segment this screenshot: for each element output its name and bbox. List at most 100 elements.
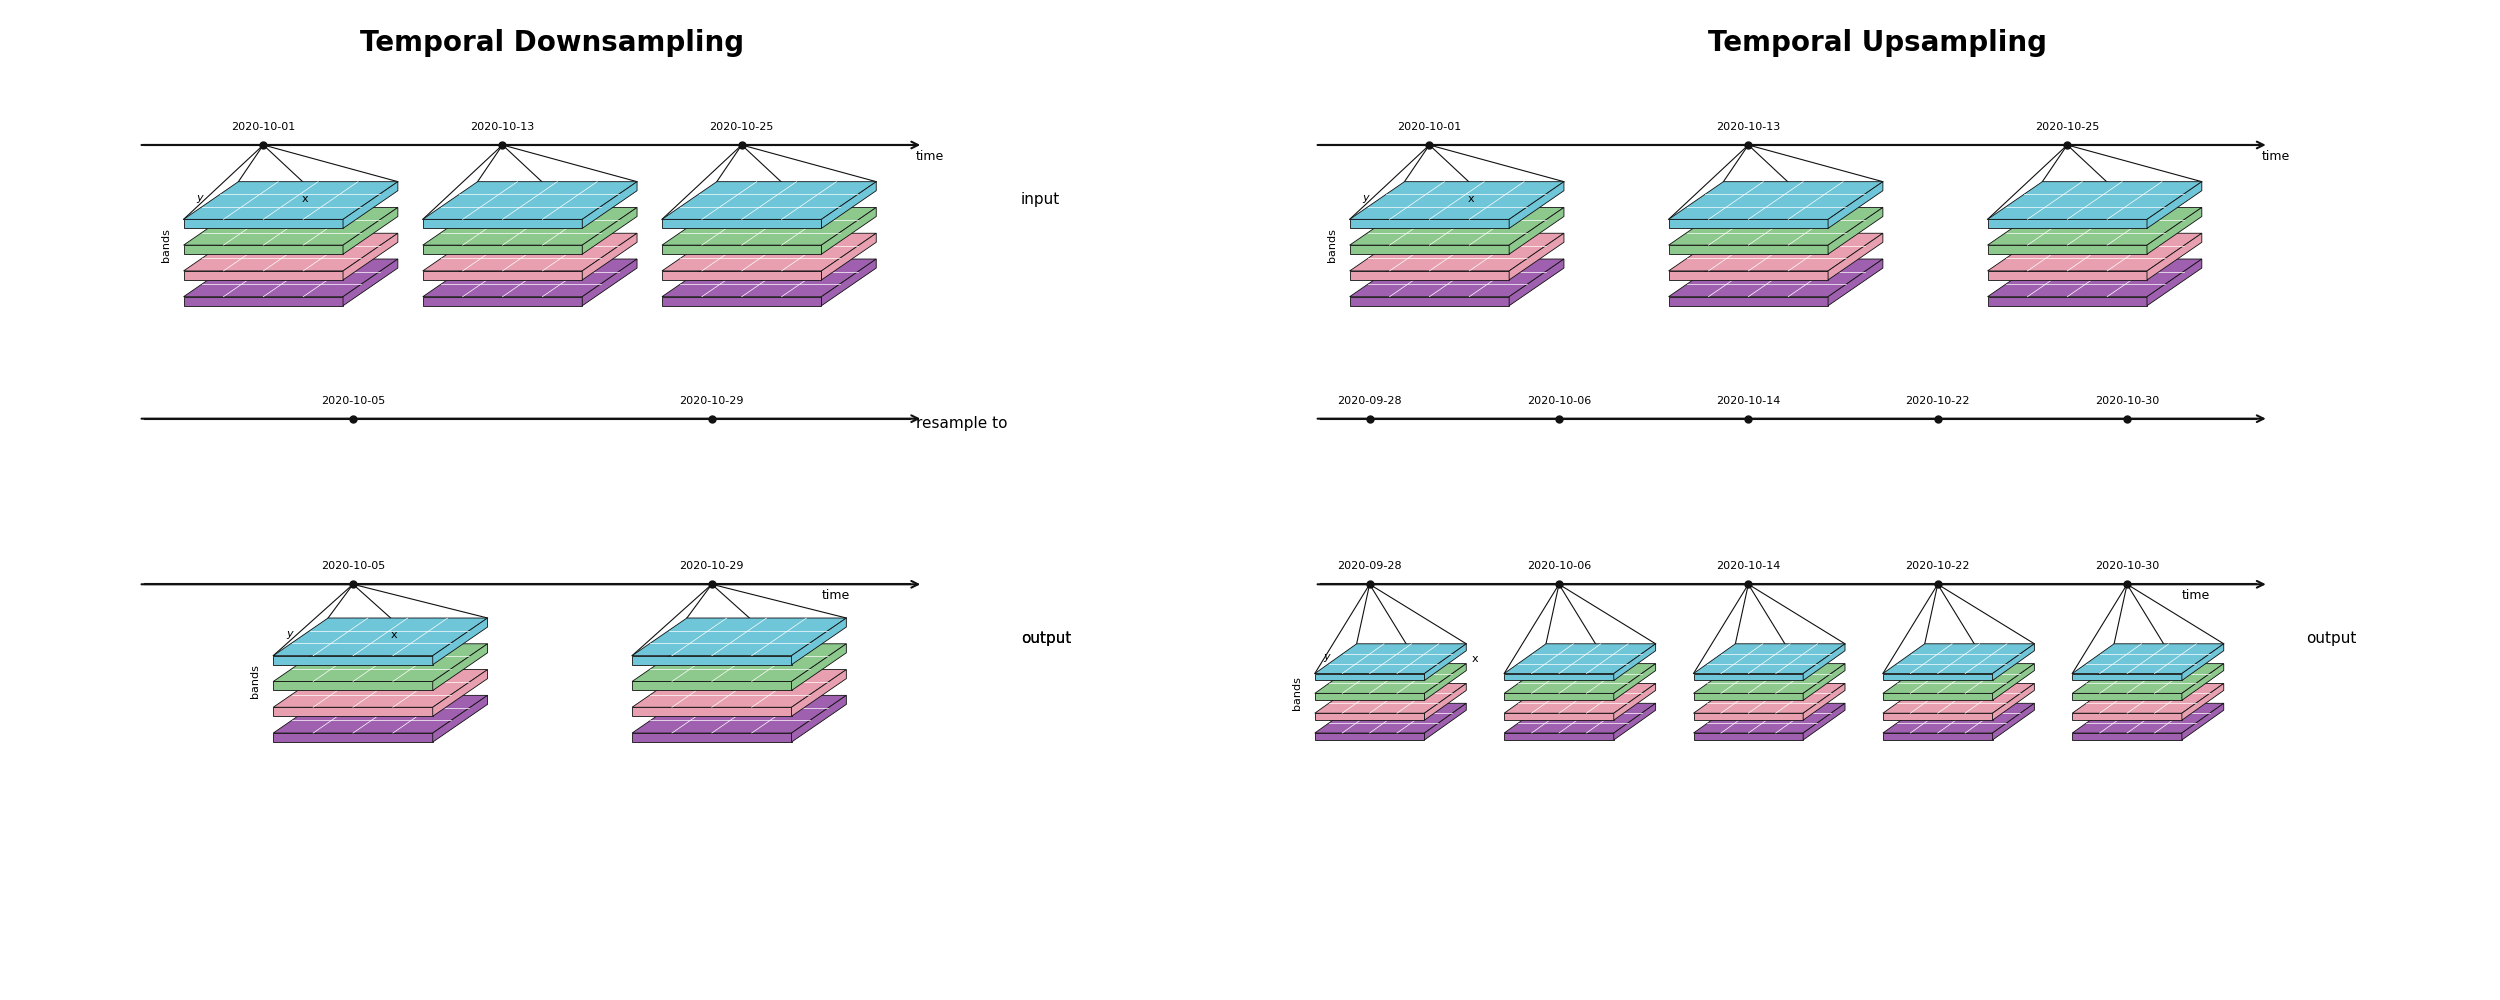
Polygon shape — [2148, 182, 2202, 228]
Text: bands: bands — [1328, 228, 1338, 262]
Polygon shape — [1315, 664, 1467, 693]
Polygon shape — [662, 233, 877, 271]
Text: output: output — [1020, 631, 1070, 646]
Polygon shape — [1988, 297, 2148, 306]
Polygon shape — [1693, 693, 1802, 700]
Text: 2020-10-06: 2020-10-06 — [1528, 396, 1590, 406]
Polygon shape — [1668, 233, 1882, 271]
Polygon shape — [1693, 733, 1802, 740]
Polygon shape — [1802, 683, 1845, 720]
Polygon shape — [1315, 644, 1467, 674]
Polygon shape — [1992, 703, 2035, 740]
Polygon shape — [2148, 207, 2202, 254]
Text: time: time — [822, 589, 850, 602]
Polygon shape — [272, 618, 488, 656]
Polygon shape — [1615, 664, 1655, 700]
Polygon shape — [1988, 219, 2148, 228]
Text: Temporal Downsampling: Temporal Downsampling — [360, 29, 745, 57]
Polygon shape — [1668, 297, 1827, 306]
Text: x: x — [300, 194, 308, 204]
Polygon shape — [432, 695, 488, 742]
Polygon shape — [632, 644, 848, 681]
Polygon shape — [1510, 207, 1565, 254]
Text: y: y — [198, 193, 202, 203]
Text: bands: bands — [160, 228, 170, 262]
Polygon shape — [2072, 703, 2222, 733]
Text: 2020-10-13: 2020-10-13 — [1715, 122, 1780, 132]
Polygon shape — [1505, 674, 1615, 680]
Polygon shape — [1988, 233, 2202, 271]
Text: 2020-10-01: 2020-10-01 — [1398, 122, 1462, 132]
Polygon shape — [422, 182, 638, 219]
Polygon shape — [822, 207, 877, 254]
Polygon shape — [1988, 207, 2202, 245]
Polygon shape — [2072, 664, 2222, 693]
Polygon shape — [1802, 664, 1845, 700]
Polygon shape — [2148, 259, 2202, 306]
Polygon shape — [422, 259, 638, 297]
Polygon shape — [2182, 644, 2222, 680]
Polygon shape — [1882, 674, 1992, 680]
Polygon shape — [272, 681, 432, 690]
Polygon shape — [1668, 207, 1882, 245]
Polygon shape — [1882, 644, 2035, 674]
Text: x: x — [390, 630, 398, 640]
Polygon shape — [2072, 693, 2182, 700]
Polygon shape — [822, 233, 877, 280]
Text: time: time — [2262, 150, 2290, 163]
Polygon shape — [342, 233, 398, 280]
Text: y: y — [285, 629, 292, 639]
Polygon shape — [662, 182, 877, 219]
Polygon shape — [792, 695, 848, 742]
Polygon shape — [632, 733, 792, 742]
Polygon shape — [792, 670, 848, 716]
Polygon shape — [432, 644, 488, 690]
Polygon shape — [272, 695, 488, 733]
Polygon shape — [1505, 733, 1615, 740]
Text: 2020-10-22: 2020-10-22 — [1905, 561, 1970, 571]
Polygon shape — [1668, 182, 1882, 219]
Text: 2020-09-28: 2020-09-28 — [1338, 396, 1402, 406]
Polygon shape — [1693, 644, 1845, 674]
Polygon shape — [1315, 674, 1425, 680]
Text: resample to: resample to — [915, 416, 1008, 431]
Text: 2020-10-05: 2020-10-05 — [320, 561, 385, 571]
Polygon shape — [1425, 683, 1467, 720]
Polygon shape — [1350, 207, 1565, 245]
Polygon shape — [432, 670, 488, 716]
Text: 2020-10-25: 2020-10-25 — [2035, 122, 2100, 132]
Polygon shape — [1693, 664, 1845, 693]
Polygon shape — [2072, 733, 2182, 740]
Polygon shape — [1505, 693, 1615, 700]
Polygon shape — [1828, 182, 1882, 228]
Polygon shape — [1315, 733, 1425, 740]
Text: 2020-10-05: 2020-10-05 — [320, 396, 385, 406]
Polygon shape — [2148, 233, 2202, 280]
Polygon shape — [1988, 259, 2202, 297]
Polygon shape — [1350, 259, 1565, 297]
Polygon shape — [1425, 703, 1467, 740]
Polygon shape — [2182, 664, 2222, 700]
Polygon shape — [662, 297, 822, 306]
Polygon shape — [182, 259, 398, 297]
Polygon shape — [1425, 664, 1467, 700]
Polygon shape — [1350, 271, 1510, 280]
Polygon shape — [582, 182, 638, 228]
Polygon shape — [1668, 245, 1827, 254]
Polygon shape — [1505, 713, 1615, 720]
Text: time: time — [915, 150, 945, 163]
Polygon shape — [632, 707, 792, 716]
Text: 2020-10-13: 2020-10-13 — [470, 122, 535, 132]
Polygon shape — [182, 297, 342, 306]
Polygon shape — [1882, 713, 1992, 720]
Polygon shape — [1505, 683, 1655, 713]
Polygon shape — [582, 259, 638, 306]
Polygon shape — [1988, 271, 2148, 280]
Polygon shape — [182, 207, 398, 245]
Polygon shape — [1882, 693, 1992, 700]
Polygon shape — [1510, 182, 1565, 228]
Polygon shape — [182, 271, 342, 280]
Polygon shape — [1315, 713, 1425, 720]
Polygon shape — [1988, 245, 2148, 254]
Polygon shape — [1992, 683, 2035, 720]
